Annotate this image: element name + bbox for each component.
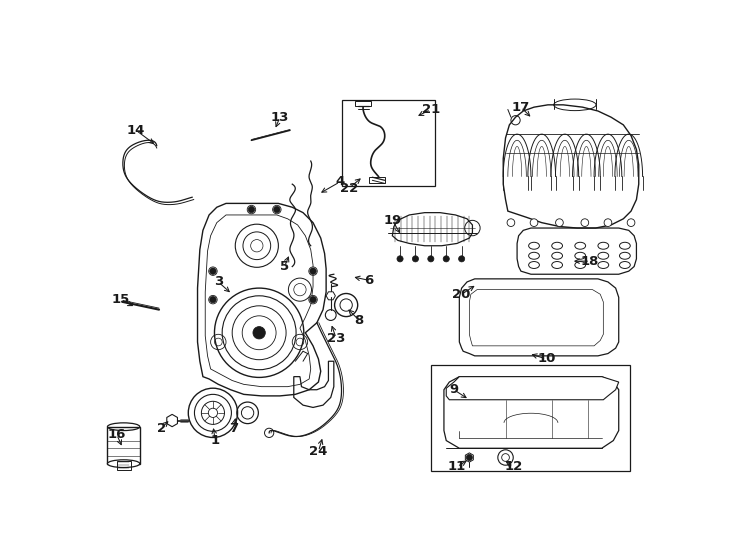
Bar: [431, 365, 630, 471]
Ellipse shape: [575, 252, 586, 259]
Bar: [117, 461, 131, 470]
Circle shape: [272, 205, 281, 214]
Ellipse shape: [552, 242, 562, 249]
Polygon shape: [326, 292, 335, 300]
Text: 19: 19: [383, 214, 401, 227]
Text: 12: 12: [504, 460, 523, 473]
Text: 10: 10: [537, 353, 556, 366]
Text: 1: 1: [211, 434, 219, 447]
Circle shape: [210, 296, 217, 303]
Text: 20: 20: [452, 288, 470, 301]
Ellipse shape: [575, 261, 586, 268]
Polygon shape: [446, 377, 619, 400]
Circle shape: [210, 268, 217, 274]
Text: 22: 22: [340, 181, 358, 194]
Circle shape: [459, 256, 465, 262]
Circle shape: [581, 219, 589, 226]
Text: 17: 17: [512, 100, 530, 113]
Text: 16: 16: [107, 428, 126, 441]
Circle shape: [466, 455, 473, 461]
Polygon shape: [465, 453, 473, 462]
Ellipse shape: [598, 252, 608, 259]
Circle shape: [247, 205, 255, 214]
Text: 15: 15: [112, 293, 130, 306]
Bar: [355, 101, 371, 106]
Text: 9: 9: [449, 383, 459, 396]
Text: 13: 13: [271, 111, 289, 124]
Ellipse shape: [598, 261, 608, 268]
Ellipse shape: [619, 252, 631, 259]
Text: 24: 24: [309, 445, 327, 458]
Circle shape: [604, 219, 612, 226]
Ellipse shape: [619, 242, 631, 249]
Text: 4: 4: [335, 176, 344, 188]
Circle shape: [208, 267, 217, 275]
Bar: [369, 177, 385, 184]
Circle shape: [397, 256, 403, 262]
Text: 14: 14: [127, 124, 145, 137]
Text: 18: 18: [581, 255, 600, 268]
Text: 3: 3: [214, 275, 223, 288]
Text: 5: 5: [280, 260, 289, 273]
Circle shape: [413, 256, 418, 262]
Ellipse shape: [552, 261, 562, 268]
Text: 21: 21: [422, 103, 440, 116]
Ellipse shape: [528, 261, 539, 268]
Circle shape: [507, 219, 515, 226]
Ellipse shape: [528, 242, 539, 249]
Text: 2: 2: [157, 422, 166, 435]
Ellipse shape: [528, 252, 539, 259]
Circle shape: [309, 267, 317, 275]
Circle shape: [208, 295, 217, 304]
Circle shape: [248, 206, 255, 213]
Bar: [341, 100, 435, 186]
Circle shape: [428, 256, 434, 262]
Circle shape: [310, 296, 316, 303]
Ellipse shape: [575, 242, 586, 249]
Circle shape: [443, 256, 449, 262]
Ellipse shape: [619, 261, 631, 268]
Text: 7: 7: [229, 422, 239, 435]
Circle shape: [627, 219, 635, 226]
Circle shape: [310, 268, 316, 274]
Circle shape: [274, 206, 280, 213]
Text: 11: 11: [448, 460, 466, 473]
Circle shape: [253, 327, 265, 339]
Ellipse shape: [107, 460, 139, 468]
Text: 8: 8: [355, 314, 364, 327]
Text: 6: 6: [365, 274, 374, 287]
Circle shape: [556, 219, 563, 226]
Circle shape: [530, 219, 538, 226]
Bar: [107, 427, 139, 464]
Ellipse shape: [552, 252, 562, 259]
Circle shape: [309, 295, 317, 304]
Ellipse shape: [598, 242, 608, 249]
Polygon shape: [167, 414, 178, 427]
Text: 23: 23: [327, 332, 345, 345]
